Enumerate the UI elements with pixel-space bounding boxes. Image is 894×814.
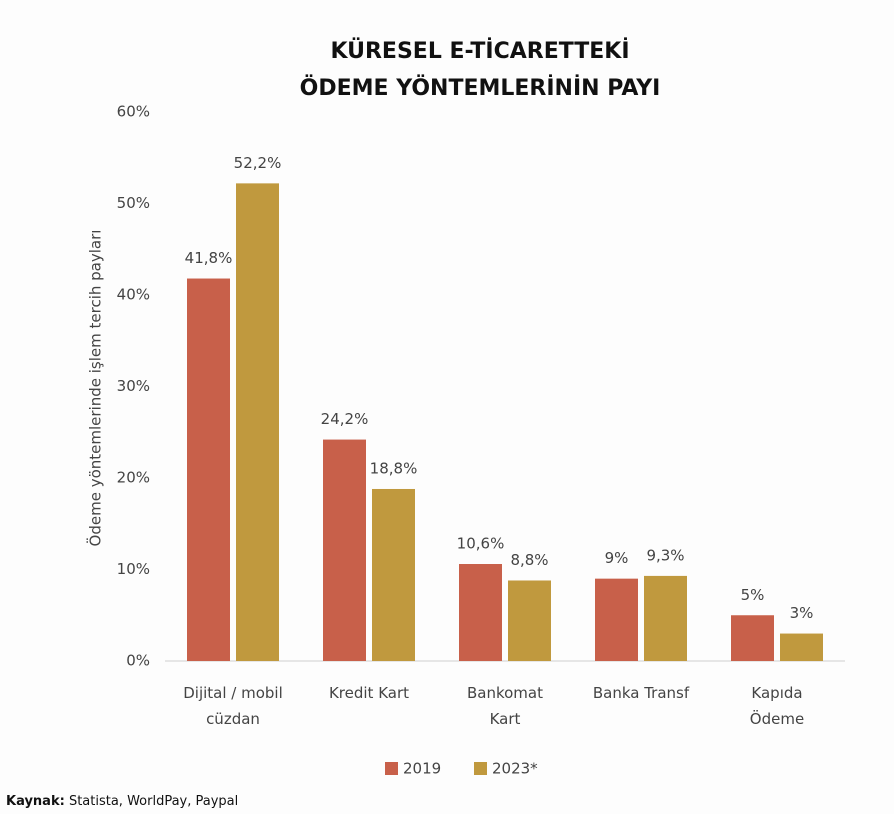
x-tick-label-line: Kapıda: [751, 684, 802, 702]
bar: [187, 278, 230, 661]
source: Kaynak: Statista, WorldPay, Paypal: [6, 794, 238, 809]
y-tick-label: 10%: [117, 560, 150, 578]
bar: [780, 633, 823, 661]
y-tick-label: 40%: [117, 286, 150, 304]
y-tick-label: 30%: [117, 377, 150, 395]
y-tick-label: 20%: [117, 469, 150, 487]
bar: [323, 439, 366, 661]
chart-title: ÖDEME YÖNTEMLERİNİN PAYI: [300, 75, 661, 101]
x-tick-label-line: Dijital / mobil: [183, 684, 283, 702]
bar: [731, 615, 774, 661]
source-label: Kaynak:: [6, 794, 65, 809]
x-tick-label-line: Bankomat: [467, 684, 543, 702]
data-label: 24,2%: [321, 410, 369, 428]
x-tick-label-line: Kredit Kart: [329, 684, 409, 702]
bar: [508, 580, 551, 661]
bar: [236, 183, 279, 661]
data-label: 9%: [605, 549, 629, 567]
data-label: 10,6%: [457, 535, 505, 553]
data-label: 41,8%: [185, 249, 233, 267]
bar: [372, 488, 415, 661]
x-tick-label: Kapıda Ödeme: [750, 684, 804, 728]
legend-label: 2019: [403, 760, 441, 778]
x-tick-label-line: cüzdan: [206, 710, 260, 728]
data-label: 9,3%: [646, 546, 684, 564]
x-tick-label: Dijital / mobil cüzdan: [183, 684, 283, 728]
data-label: 52,2%: [234, 154, 282, 172]
x-tick-label: Banka Transf: [593, 684, 690, 702]
x-tick-label-line: Ödeme: [750, 709, 804, 728]
y-tick-label: 0%: [126, 652, 150, 670]
legend-label: 2023*: [492, 760, 538, 778]
x-tick-label-line: Banka Transf: [593, 684, 690, 702]
bar: [595, 578, 638, 661]
data-label: 5%: [741, 586, 765, 604]
legend-swatch: [474, 762, 487, 775]
source-text: Statista, WorldPay, Paypal: [69, 794, 238, 809]
bar: [459, 564, 502, 661]
chart-title: KÜRESEL E-TİCARETTEKİ: [330, 38, 629, 64]
y-tick-label: 50%: [117, 194, 150, 212]
x-tick-label-line: Kart: [490, 710, 521, 728]
data-label: 8,8%: [510, 551, 548, 569]
y-axis-label: Ödeme yöntemlerinde işlem tercih payları: [86, 230, 105, 547]
data-label: 3%: [790, 604, 814, 622]
legend-swatch: [385, 762, 398, 775]
data-label: 18,8%: [370, 459, 418, 477]
y-tick-label: 60%: [117, 103, 150, 121]
bar: [644, 575, 687, 661]
x-tick-label: Kredit Kart: [329, 684, 409, 702]
x-tick-label: Bankomat Kart: [467, 684, 543, 728]
